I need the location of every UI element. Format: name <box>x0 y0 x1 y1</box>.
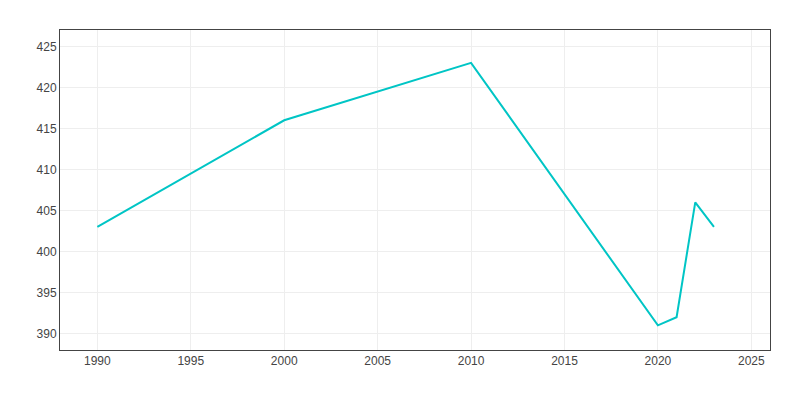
svg-text:2020: 2020 <box>645 354 672 368</box>
svg-text:425: 425 <box>37 40 57 54</box>
svg-text:1995: 1995 <box>177 354 204 368</box>
svg-text:395: 395 <box>37 286 57 300</box>
svg-text:2015: 2015 <box>551 354 578 368</box>
svg-text:400: 400 <box>37 245 57 259</box>
svg-text:2000: 2000 <box>271 354 298 368</box>
svg-text:415: 415 <box>37 122 57 136</box>
svg-text:2005: 2005 <box>364 354 391 368</box>
svg-text:410: 410 <box>37 163 57 177</box>
svg-text:2010: 2010 <box>458 354 485 368</box>
svg-text:405: 405 <box>37 204 57 218</box>
svg-text:2025: 2025 <box>738 354 765 368</box>
svg-text:420: 420 <box>37 81 57 95</box>
svg-text:1990: 1990 <box>84 354 111 368</box>
svg-text:390: 390 <box>37 327 57 341</box>
